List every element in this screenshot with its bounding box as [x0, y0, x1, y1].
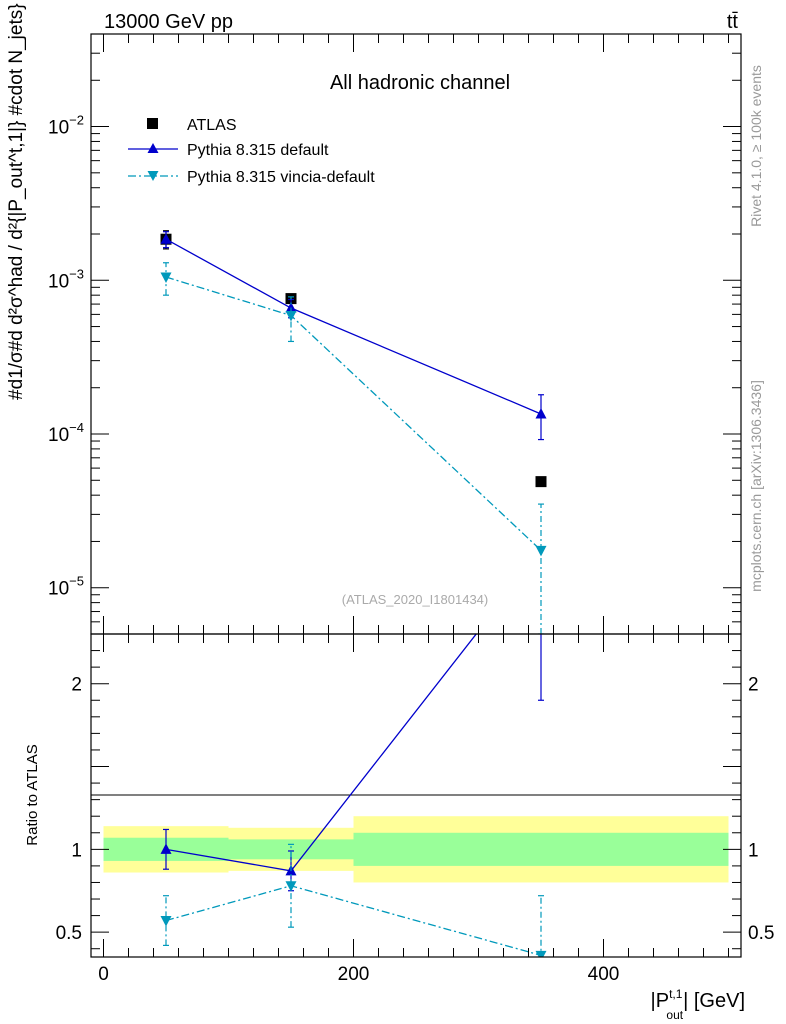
main-series-default	[160, 231, 547, 441]
ratio-bands	[103, 816, 729, 883]
ratio-panel: 0.5 0.5 1 1 2 2 0 200 400 Ratio to ATLAS |Pt,1 ou…	[24, 633, 774, 1022]
ratio-xtick-label: 0	[98, 964, 109, 985]
main-ytick-label: 10−4	[48, 420, 84, 446]
ratio-band-inner	[228, 839, 354, 860]
main-point-vincia	[160, 272, 172, 284]
process-label: tt̄	[727, 11, 739, 33]
legend: ATLAS Pythia 8.315 default Pythia 8.315 …	[128, 117, 375, 186]
ratio-frame	[90, 633, 742, 958]
legend-vincia-marker	[147, 171, 159, 181]
ratio-point-default	[160, 843, 172, 854]
main-ticks: 10−5 10−4 10−3 10−2	[48, 33, 741, 634]
ratio-ytick-label: 1	[71, 840, 82, 861]
main-ylabel-text: #d1/σ#d d²σ^had / d²{|P_out^t,1|} #cdot …	[6, 0, 27, 400]
mcplots-label: mcplots.cern.ch [arXiv:1306.3436]	[748, 380, 764, 592]
main-series-atlas	[160, 230, 547, 488]
ratio-xtick-label: 200	[338, 964, 370, 985]
main-line-default	[165, 238, 542, 415]
legend-atlas-label: ATLAS	[187, 117, 237, 134]
ratio-ytick-label-right: 0.5	[748, 923, 774, 944]
ratio-ylabel: Ratio to ATLAS	[24, 744, 41, 845]
ratio-point-vincia	[285, 881, 297, 892]
main-panel: 10−5 10−4 10−3 10−2 All hadronic channel (A…	[6, 0, 742, 635]
legend-default-marker	[147, 143, 159, 153]
ratio-ytick-label: 2	[71, 675, 82, 696]
main-point-atlas	[535, 476, 547, 488]
legend-vincia-label: Pythia 8.315 vincia-default	[187, 169, 375, 186]
main-point-default	[285, 302, 297, 313]
main-data-layer	[160, 230, 547, 634]
main-point-default	[535, 407, 547, 419]
main-ytick-label: 10−3	[48, 266, 84, 292]
legend-default-label: Pythia 8.315 default	[187, 142, 329, 159]
main-point-vincia	[535, 545, 547, 557]
ratio-ytick-label-right: 1	[748, 840, 759, 861]
main-ytick-label: 10−5	[48, 574, 84, 600]
main-series-vincia	[160, 262, 547, 634]
main-ytick-label: 10−2	[48, 113, 84, 139]
chart-title: All hadronic channel	[330, 72, 510, 94]
main-ylabel: #d1/σ#d d²σ^had / d²{|P_out^t,1|} #cdot …	[6, 0, 27, 400]
rivet-label: Rivet 4.1.0, ≥ 100k events	[748, 65, 764, 227]
analysis-tag: (ATLAS_2020_I1801434)	[342, 592, 488, 607]
main-point-vincia	[285, 311, 297, 322]
main-point-default	[160, 233, 172, 244]
ratio-data-layer	[160, 634, 547, 957]
ratio-ytick-label-right: 2	[748, 675, 759, 696]
main-line-vincia	[165, 276, 542, 551]
ratio-xlabel: |Pt,1 out| [GeV]	[651, 987, 745, 1022]
ratio-band-inner	[353, 832, 729, 866]
ratio-series-vincia	[160, 843, 547, 957]
ratio-xtick-label: 400	[588, 964, 620, 985]
ratio-point-vincia	[535, 950, 547, 957]
energy-label: 13000 GeV pp	[104, 11, 233, 33]
ratio-ytick-label: 0.5	[56, 923, 82, 944]
legend-atlas-marker	[147, 118, 158, 129]
ratio-point-vincia	[160, 916, 172, 927]
ratio-ticks: 0.5 0.5 1 1 2 2 0 200 400	[56, 634, 774, 985]
